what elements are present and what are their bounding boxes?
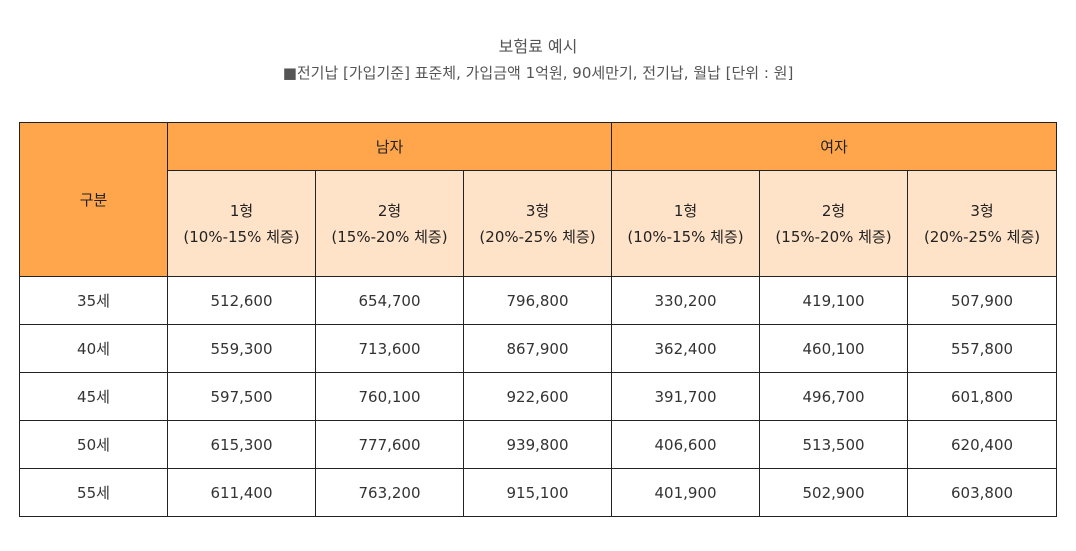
type-header: 1형 (10%-15% 체증) [167, 170, 316, 277]
table-caption: ■전기납 [가입기준] 표준체, 가입금액 1억원, 90세만기, 전기납, 월… [282, 64, 794, 82]
type-name: 3형 [970, 201, 994, 220]
table-row: 45세 597,500 760,100 922,600 391,700 496,… [19, 372, 1058, 421]
age-cell: 55세 [19, 468, 168, 517]
type-header: 2형 (15%-20% 체증) [315, 170, 464, 277]
type-name: 2형 [821, 201, 846, 220]
type-range: (15%-20% 체증) [775, 227, 892, 246]
premium-cell: 502,900 [759, 468, 909, 517]
premium-cell: 760,100 [315, 372, 464, 421]
type-name: 2형 [377, 201, 402, 220]
group-header-female: 여자 [611, 122, 1058, 171]
age-cell: 40세 [19, 324, 168, 373]
premium-cell: 513,500 [759, 420, 909, 469]
premium-table: 구분 남자 여자 1형 (10%-15% 체증) 2형 (15%-20% 체증) 3… [19, 122, 1058, 517]
premium-cell: 507,900 [907, 276, 1058, 325]
group-header-male: 남자 [166, 122, 613, 171]
type-range: (20%-25% 체증) [923, 227, 1041, 246]
type-range: (20%-25% 체증) [479, 227, 596, 246]
table-row: 50세 615,300 777,600 939,800 406,600 513,… [19, 420, 1058, 469]
type-name: 3형 [525, 201, 550, 220]
premium-cell: 620,400 [907, 420, 1058, 469]
premium-cell: 611,400 [167, 468, 316, 517]
premium-cell: 597,500 [167, 372, 316, 421]
age-cell: 50세 [19, 420, 168, 469]
page-title: 보험료 예시 [498, 37, 578, 56]
premium-cell: 796,800 [462, 276, 613, 325]
premium-cell: 922,600 [462, 372, 613, 421]
premium-cell: 557,800 [907, 324, 1058, 373]
type-range: (15%-20% 체증) [331, 227, 448, 246]
premium-cell: 654,700 [315, 276, 464, 325]
age-cell: 35세 [19, 276, 168, 325]
premium-cell: 713,600 [315, 324, 464, 373]
premium-cell: 460,100 [759, 324, 909, 373]
premium-cell: 496,700 [759, 372, 909, 421]
type-header: 3형 (20%-25% 체증) [907, 170, 1058, 277]
type-name: 1형 [229, 201, 254, 220]
type-range: (10%-15% 체증) [627, 227, 744, 246]
premium-cell: 401,900 [611, 468, 761, 517]
type-header: 2형 (15%-20% 체증) [759, 170, 909, 277]
type-name: 1형 [673, 201, 698, 220]
premium-cell: 615,300 [167, 420, 316, 469]
premium-cell: 601,800 [907, 372, 1058, 421]
type-header: 3형 (20%-25% 체증) [462, 170, 613, 277]
premium-cell: 362,400 [611, 324, 761, 373]
type-header: 1형 (10%-15% 체증) [611, 170, 761, 277]
premium-cell: 777,600 [315, 420, 464, 469]
table-row: 40세 559,300 713,600 867,900 362,400 460,… [19, 324, 1058, 373]
premium-cell: 867,900 [462, 324, 613, 373]
premium-cell: 406,600 [611, 420, 761, 469]
table-row: 55세 611,400 763,200 915,100 401,900 502,… [19, 468, 1058, 517]
table-row: 35세 512,600 654,700 796,800 330,200 419,… [19, 276, 1058, 325]
premium-cell: 330,200 [611, 276, 761, 325]
premium-cell: 915,100 [462, 468, 613, 517]
premium-cell: 763,200 [315, 468, 464, 517]
premium-cell: 603,800 [907, 468, 1058, 517]
age-cell: 45세 [19, 372, 168, 421]
premium-cell: 419,100 [759, 276, 909, 325]
premium-cell: 512,600 [167, 276, 316, 325]
premium-cell: 391,700 [611, 372, 761, 421]
premium-cell: 559,300 [167, 324, 316, 373]
type-range: (10%-15% 체증) [183, 227, 300, 246]
corner-header: 구분 [19, 122, 168, 277]
premium-cell: 939,800 [462, 420, 613, 469]
